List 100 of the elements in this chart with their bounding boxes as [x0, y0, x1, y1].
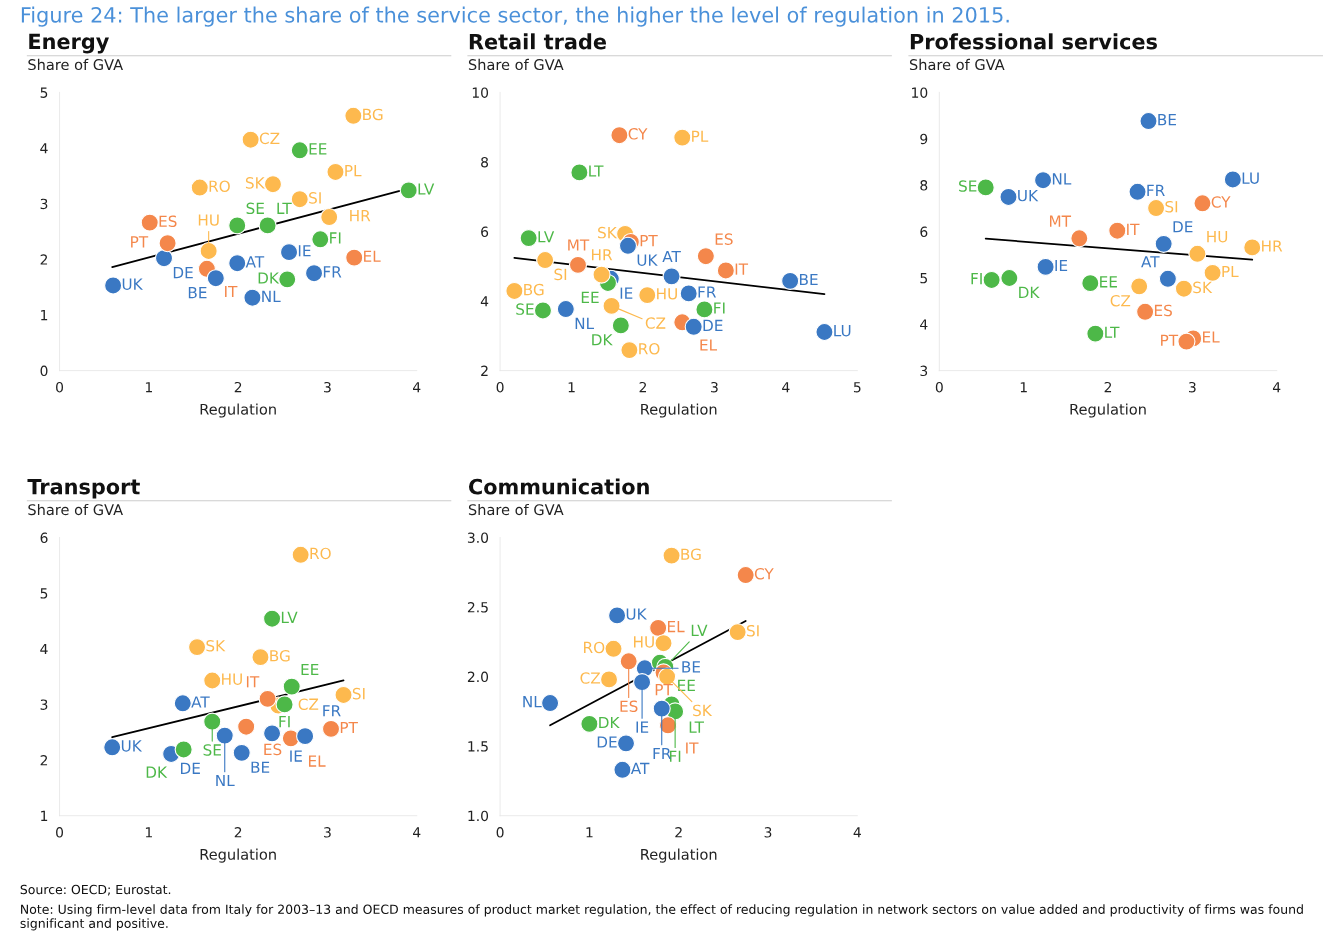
point: [275, 695, 294, 714]
point: [815, 322, 834, 342]
data-label: PT: [131, 236, 149, 248]
point: [1000, 268, 1019, 288]
data-label: EL: [308, 755, 326, 767]
data-label: FR: [698, 286, 716, 298]
point: [206, 269, 225, 288]
data-label: PL: [345, 165, 362, 177]
data-label: FR: [653, 747, 671, 760]
data-label: HR: [591, 249, 613, 261]
x-tick-label: 3: [324, 827, 331, 838]
point: [633, 673, 652, 692]
y-tick-label: 3: [920, 365, 928, 377]
point: [716, 261, 735, 280]
data-label: PT: [1161, 334, 1179, 346]
point: [556, 299, 575, 319]
point: [1086, 324, 1105, 343]
x-tick-label: 2: [234, 381, 242, 393]
point: [215, 726, 234, 745]
x-tick-label: 0: [496, 827, 504, 838]
y-tick-label: 3.0: [467, 532, 489, 543]
data-label: FI: [279, 716, 290, 728]
point: [1174, 279, 1193, 298]
y-tick-label: 8: [920, 180, 928, 191]
point: [345, 248, 364, 267]
data-label: IT: [225, 285, 238, 298]
point: [1108, 221, 1127, 240]
data-label: FI: [669, 750, 681, 762]
data-label: UK: [637, 254, 658, 266]
data-label: LT: [589, 165, 604, 177]
data-label: PT: [655, 684, 673, 696]
data-label: SK: [598, 226, 618, 239]
x-tick-label: 3: [324, 381, 331, 393]
point: [570, 163, 589, 182]
data-label: IT: [1127, 223, 1140, 235]
y-axis-title: Share of GVA: [468, 503, 564, 516]
point: [568, 255, 588, 274]
data-label: FI: [971, 273, 982, 285]
data-label: HR: [350, 210, 371, 222]
point: [982, 270, 1001, 290]
data-label: EE: [301, 663, 319, 676]
point: [291, 545, 310, 564]
point: [1139, 111, 1158, 131]
point: [190, 178, 209, 197]
data-label: IE: [1055, 259, 1068, 272]
data-label: UK: [122, 278, 143, 290]
y-tick-label: 1: [41, 310, 48, 321]
chart-title: Communication: [468, 478, 649, 495]
point: [679, 284, 698, 303]
data-label: LV: [281, 611, 298, 623]
data-label: UK: [1018, 190, 1039, 202]
point: [1128, 182, 1147, 201]
point: [613, 760, 632, 779]
data-label: SI: [352, 687, 365, 700]
data-label: DK: [146, 766, 168, 778]
point: [519, 229, 538, 248]
y-axis-title: Share of GVA: [28, 503, 123, 516]
data-label: DK: [599, 716, 620, 729]
data-label: BE: [799, 273, 818, 286]
data-label: CZ: [645, 317, 666, 329]
y-tick-label: 10: [912, 87, 928, 98]
chart-title: Professional services: [910, 33, 1157, 50]
data-label: NL: [575, 317, 595, 329]
y-tick-label: 5: [40, 87, 48, 98]
data-label: ES: [1154, 304, 1172, 317]
data-label: SE: [203, 744, 221, 756]
point: [616, 734, 636, 753]
point: [618, 236, 638, 255]
data-label: DK: [258, 272, 280, 284]
point: [334, 685, 353, 705]
point: [173, 694, 192, 713]
x-tick-label: 1: [586, 827, 593, 838]
point: [228, 254, 247, 273]
y-tick-label: 6: [481, 226, 489, 237]
data-label: DK: [1019, 286, 1040, 298]
data-label: HU: [1207, 231, 1228, 243]
point: [241, 130, 260, 149]
data-label: HU: [634, 636, 654, 648]
x-tick-label: 4: [782, 382, 790, 393]
point: [728, 623, 747, 642]
point: [326, 162, 345, 182]
x-tick-label: 5: [853, 382, 861, 393]
x-tick-label: 1: [145, 382, 152, 393]
x-tick-label: 3: [711, 381, 718, 393]
data-label: UK: [121, 740, 143, 752]
point: [684, 317, 703, 336]
x-tick-label: 3: [764, 827, 772, 838]
y-tick-label: 1.0: [468, 810, 489, 822]
y-axis-title: Share of GVA: [468, 58, 564, 71]
point: [976, 178, 995, 197]
y-tick-label: 4: [920, 319, 928, 330]
point: [174, 740, 193, 759]
point: [541, 693, 560, 713]
data-label: BG: [363, 108, 383, 121]
point: [673, 128, 692, 147]
point: [662, 267, 681, 286]
y-axis-title: Share of GVA: [28, 58, 123, 71]
chart-title: Transport: [27, 479, 140, 499]
point: [1081, 274, 1100, 293]
x-tick-label: 4: [853, 827, 861, 838]
